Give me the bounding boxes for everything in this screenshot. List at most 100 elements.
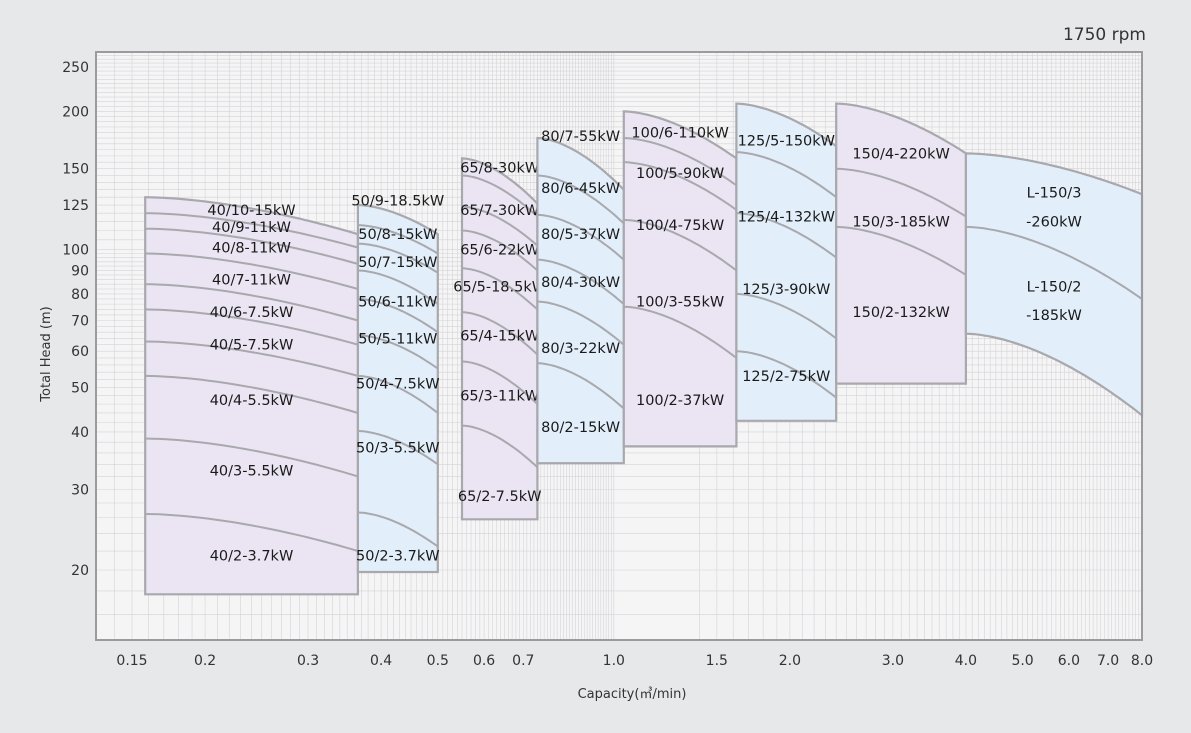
impeller-curve xyxy=(145,283,359,322)
zone-label: 125/2-75kW xyxy=(742,369,830,385)
impeller-curve xyxy=(461,267,539,311)
x-tick-label: 1.0 xyxy=(603,653,625,669)
zone-label: 40/5-7.5kW xyxy=(210,338,294,354)
x-tick-label: 5.0 xyxy=(1011,653,1033,669)
zone-label: L-150/3 xyxy=(1027,186,1082,202)
impeller-curve xyxy=(461,424,539,469)
impeller-curve xyxy=(145,513,359,552)
zone-label: 80/2-15kW xyxy=(541,420,620,436)
zone-label: 80/7-55kW xyxy=(541,129,620,145)
x-tick-label: 0.5 xyxy=(427,653,449,669)
zone-outline xyxy=(144,196,359,596)
zone-label: -260kW xyxy=(1026,215,1082,231)
impeller-curve xyxy=(145,374,359,414)
y-tick-label: 125 xyxy=(62,198,89,214)
zone-label: 125/5-150kW xyxy=(738,133,835,149)
axis-ticks: 0.15 0.2 0.3 0.4 0.5 0.6 0.7 1.0 1.5 2.0 3.0 4.0 5.0… xyxy=(62,60,1153,669)
y-tick-label: 200 xyxy=(62,104,89,120)
zone-label: 40/6-7.5kW xyxy=(210,305,294,321)
impeller-curve xyxy=(736,350,837,399)
impeller-curve xyxy=(145,252,359,290)
impeller-curve xyxy=(357,511,439,548)
impeller-curve xyxy=(461,229,539,272)
zone-label: 50/4-7.5kW xyxy=(356,377,440,393)
impeller-curve xyxy=(145,227,359,265)
x-tick-label: 0.15 xyxy=(116,653,147,669)
impeller-curve xyxy=(537,213,625,261)
zone-label: 40/9-11kW xyxy=(212,220,291,236)
x-tick-label: 3.0 xyxy=(882,653,904,669)
impeller-curve xyxy=(357,374,439,414)
zone-label: 125/4-132kW xyxy=(738,210,835,226)
impeller-curve xyxy=(145,308,359,346)
impeller-curve xyxy=(461,174,539,218)
pump-zone-L-150: L-150/3 -260kW L-150/2 -185kW xyxy=(964,152,1144,418)
y-tick-label: 50 xyxy=(71,381,89,397)
y-tick-label: 150 xyxy=(62,162,89,178)
impeller-curve xyxy=(357,430,439,466)
zone-label: 50/7-15kW xyxy=(358,255,437,271)
zone-label: 100/6-110kW xyxy=(631,125,728,141)
x-tick-label: 0.4 xyxy=(370,653,392,669)
zone-label: 80/3-22kW xyxy=(541,341,620,357)
impeller-curve xyxy=(623,161,737,211)
impeller-curve xyxy=(357,224,439,255)
zone-outline xyxy=(356,203,439,574)
y-tick-label: 40 xyxy=(71,425,89,441)
x-tick-label: 7.0 xyxy=(1097,653,1119,669)
zone-label: 40/7-11kW xyxy=(212,273,291,289)
impeller-curve xyxy=(537,174,625,225)
zone-label: 50/8-15kW xyxy=(358,227,437,243)
zone-label: 80/6-45kW xyxy=(541,181,620,197)
y-tick-label: 70 xyxy=(71,314,89,330)
x-tick-label: 1.5 xyxy=(706,653,728,669)
pump-zone-125: 125/5-150kW 125/4-132kW 125/3-90kW 125/2-75… xyxy=(735,102,838,422)
impeller-curve xyxy=(836,225,967,276)
y-tick-label: 20 xyxy=(71,563,89,579)
zone-label: 100/5-90kW xyxy=(636,166,724,182)
pump-zone-150: 150/4-220kW 150/3-185kW 150/2-132kW xyxy=(835,102,967,385)
impeller-curve xyxy=(145,212,359,249)
impeller-curve xyxy=(623,218,738,272)
pump-zone-80: 80/7-55kW 80/6-45kW 80/5-37kW 80/4-30kW 80/3… xyxy=(536,129,625,465)
zone-label: 65/6-22kW xyxy=(460,243,539,259)
pump-zone-65: 65/8-30kW 65/7-30kW 65/6-22kW 65/5-18.5kW 65… xyxy=(453,157,546,521)
impeller-curve xyxy=(623,137,737,187)
impeller-curve xyxy=(537,362,625,410)
impeller-curve xyxy=(461,311,539,356)
zone-outline xyxy=(622,110,738,448)
impeller-curve xyxy=(537,258,625,305)
zone-label: 100/2-37kW xyxy=(636,393,724,409)
zone-label: 125/3-90kW xyxy=(742,282,830,298)
zone-label: 40/4-5.5kW xyxy=(210,393,294,409)
zone-label: 50/6-11kW xyxy=(358,295,437,311)
zone-label: 65/7-30kW xyxy=(460,203,539,219)
x-axis-title: Capacity(㎥/min) xyxy=(578,687,687,702)
zone-label: 150/2-132kW xyxy=(852,305,949,321)
plot-frame xyxy=(95,51,1143,641)
zone-outline xyxy=(735,102,838,422)
zone-label: 65/3-11kW xyxy=(460,389,539,405)
zone-label: 40/2-3.7kW xyxy=(210,549,294,565)
zone-label: 65/4-15kW xyxy=(460,328,539,344)
zone-label: 65/8-30kW xyxy=(460,160,539,176)
zone-label: 40/3-5.5kW xyxy=(210,463,294,479)
y-tick-label: 60 xyxy=(71,344,89,360)
rpm-annotation: 1750 rpm xyxy=(1063,25,1146,45)
zone-label: L-150/2 xyxy=(1027,280,1082,296)
x-tick-label: 6.0 xyxy=(1058,653,1080,669)
impeller-curve xyxy=(357,269,439,305)
zone-label: 150/3-185kW xyxy=(852,215,949,231)
pump-zone-50: 50/9-18.5kW 50/8-15kW 50/7-15kW 50/6-11kW 50… xyxy=(351,193,444,574)
y-tick-label: 100 xyxy=(62,243,89,259)
y-axis-title: Total Head (m) xyxy=(39,306,54,402)
impeller-curve xyxy=(357,298,439,334)
zone-label: 65/2-7.5kW xyxy=(458,489,542,505)
x-tick-label: 0.3 xyxy=(297,653,319,669)
pump-zone-100: 100/6-110kW 100/5-90kW 100/4-75kW 100/3-55k… xyxy=(622,110,738,448)
zone-label: 150/4-220kW xyxy=(852,146,949,162)
